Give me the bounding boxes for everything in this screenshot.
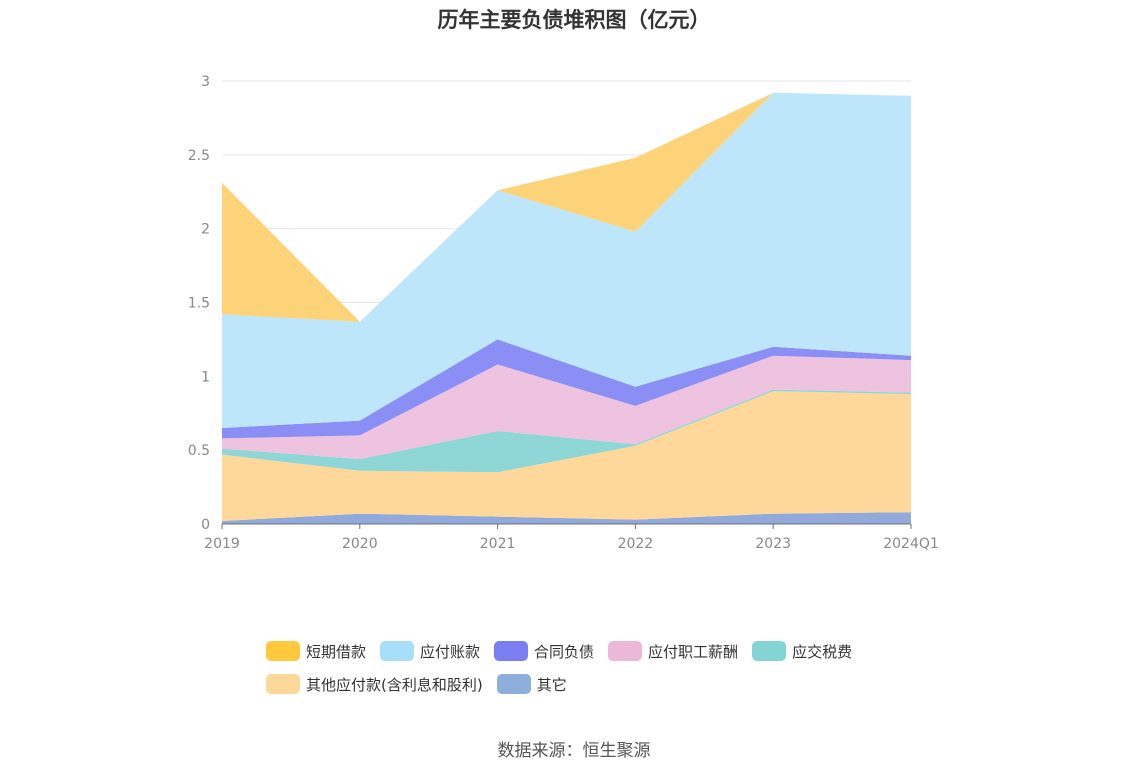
y-tick-label: 1.5 bbox=[188, 296, 210, 312]
x-tick-label: 2019 bbox=[204, 536, 240, 552]
legend-item[interactable]: 应付账款 bbox=[380, 640, 480, 662]
legend-item[interactable]: 其它 bbox=[496, 673, 567, 695]
x-axis bbox=[221, 523, 912, 529]
chart-legend: 短期借款 应付账款 合同负债 应付职工薪酬 应交税费其他应付款(含利息和股利) 其它 bbox=[266, 640, 906, 695]
area-series-5[interactable] bbox=[222, 92, 911, 429]
area-series-6[interactable] bbox=[222, 92, 911, 322]
legend-label: 应付职工薪酬 bbox=[648, 642, 739, 661]
x-tick-label: 2022 bbox=[618, 536, 654, 552]
y-tick-label: 0 bbox=[201, 517, 210, 533]
legend-item[interactable]: 合同负债 bbox=[494, 640, 594, 662]
legend-item[interactable]: 应交税费 bbox=[752, 640, 852, 662]
legend-swatch bbox=[608, 641, 643, 661]
legend-label: 应付账款 bbox=[420, 642, 481, 661]
data-source-note: 数据来源：恒生聚源 bbox=[497, 741, 651, 761]
x-axis-ticks: 2019 2020 2021 2022 2023 2024Q1 bbox=[204, 536, 939, 552]
x-tick-label: 2020 bbox=[342, 536, 378, 552]
legend-item[interactable]: 应付职工薪酬 bbox=[608, 640, 738, 662]
y-axis-ticks: 0 0.5 1 1.5 2 2.5 3 bbox=[188, 74, 210, 533]
legend-swatch bbox=[266, 674, 300, 694]
y-tick-label: 2.5 bbox=[188, 148, 210, 164]
area-series bbox=[222, 92, 911, 524]
area-series-3[interactable] bbox=[222, 355, 911, 459]
legend-label: 合同负债 bbox=[534, 642, 595, 661]
stacked-area-chart: 0 0.5 1 1.5 2 2.5 3 2019 2020 2021 2022 2023 2024Q1 bbox=[188, 74, 939, 552]
legend-label: 其它 bbox=[536, 675, 567, 694]
y-tick-label: 1 bbox=[201, 369, 210, 385]
legend-swatch bbox=[496, 674, 531, 694]
x-tick-label: 2021 bbox=[480, 536, 516, 552]
x-tick-label: 2023 bbox=[755, 536, 791, 552]
y-tick-label: 0.5 bbox=[188, 443, 210, 459]
chart-title: 历年主要负债堆积图（亿元） bbox=[437, 8, 711, 32]
area-series-2[interactable] bbox=[222, 389, 911, 473]
y-tick-label: 2 bbox=[201, 222, 210, 238]
legend-label: 其他应付款(含利息和股利) bbox=[306, 675, 483, 694]
legend-swatch bbox=[380, 641, 415, 661]
y-tick-label: 3 bbox=[201, 74, 210, 90]
legend-item[interactable]: 其他应付款(含利息和股利) bbox=[266, 673, 483, 695]
legend-swatch bbox=[494, 641, 529, 661]
area-series-1[interactable] bbox=[222, 391, 911, 521]
legend-swatch bbox=[266, 641, 300, 661]
x-tick-label: 2024Q1 bbox=[883, 536, 939, 552]
legend-swatch bbox=[752, 641, 787, 661]
legend-label: 应交税费 bbox=[792, 642, 853, 661]
legend-item[interactable]: 短期借款 bbox=[266, 640, 366, 662]
legend-label: 短期借款 bbox=[306, 642, 367, 661]
area-series-0[interactable] bbox=[222, 512, 911, 524]
area-series-4[interactable] bbox=[222, 339, 911, 439]
